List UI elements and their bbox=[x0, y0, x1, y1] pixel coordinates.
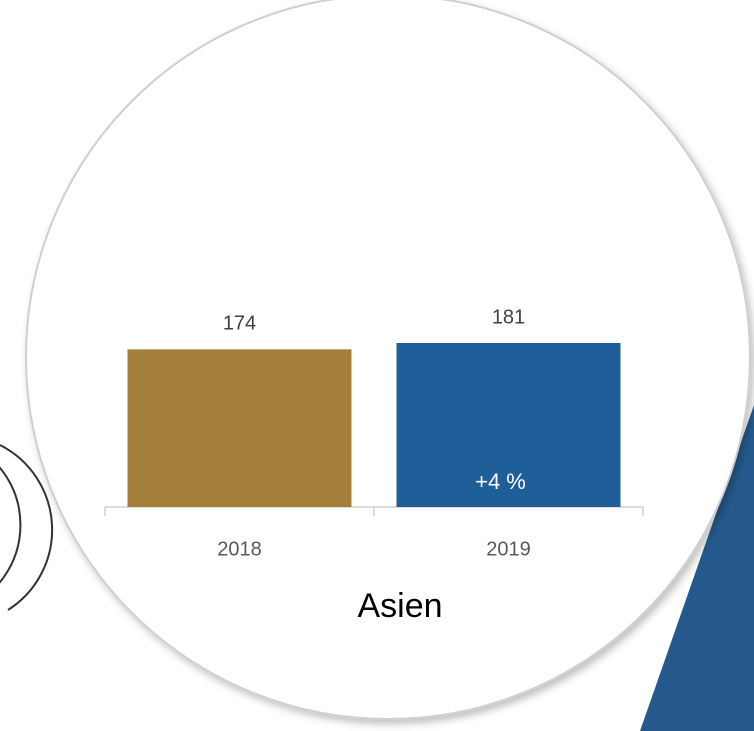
circle-panel bbox=[25, 0, 751, 720]
bar bbox=[127, 349, 352, 507]
x-tick-label: 2018 bbox=[217, 538, 262, 560]
value-label: 174 bbox=[223, 313, 256, 335]
side-arc bbox=[0, 444, 54, 611]
value-label: 181 bbox=[492, 306, 525, 328]
bar bbox=[396, 343, 621, 507]
chart-title: Asien bbox=[357, 587, 442, 625]
x-tick-label: 2019 bbox=[486, 538, 531, 560]
annotation: +4 % bbox=[475, 469, 526, 494]
